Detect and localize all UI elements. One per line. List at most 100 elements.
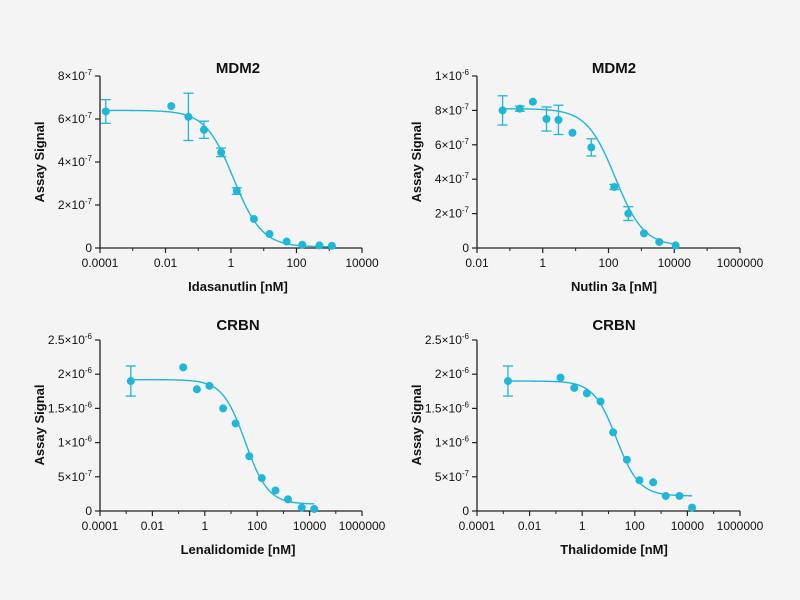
x-axis-label: Idasanutlin [nM]	[188, 279, 288, 294]
x-tick-label: 1	[539, 256, 546, 270]
data-point	[265, 230, 274, 239]
y-axis-label: Assay Signal	[32, 385, 47, 466]
data-point	[200, 125, 209, 134]
data-point	[249, 214, 258, 223]
y-tick-label: 1.5×10-6	[425, 400, 470, 415]
x-axis-label: Thalidomide [nM]	[560, 542, 668, 557]
x-tick-label: 1000000	[717, 519, 764, 533]
data-point	[184, 112, 193, 121]
x-tick-label: 0.01	[465, 256, 489, 270]
data-point	[192, 385, 201, 394]
data-point	[661, 491, 670, 500]
data-point	[284, 495, 293, 504]
x-axis-label: Lenalidomide [nM]	[181, 542, 296, 557]
chart-mdm2-idasanutlin: MDM2 Assay Signal Idasanutlin [nM] 0.000…	[32, 60, 379, 294]
x-tick-label: 10000	[671, 519, 705, 533]
y-tick-label: 2.5×10-6	[48, 332, 93, 347]
data-point	[282, 237, 291, 246]
data-point	[515, 104, 524, 113]
x-tick-label: 0.0001	[82, 256, 119, 270]
data-point	[179, 363, 188, 372]
data-point	[257, 474, 266, 483]
chart-crbn-lenalidomide: CRBN Assay Signal Lenalidomide [nM] 0.00…	[32, 317, 386, 557]
data-point	[231, 419, 240, 428]
y-tick-label: 6×10-7	[58, 111, 93, 126]
y-tick-label: 0	[462, 241, 469, 255]
y-tick-label: 8×10-7	[435, 102, 470, 117]
y-tick-label: 1×10-6	[435, 68, 470, 83]
data-point	[219, 404, 228, 413]
x-axis-label: Nutlin 3a [nM]	[571, 279, 657, 294]
x-tick-label: 0.0001	[82, 519, 119, 533]
data-point	[167, 102, 176, 111]
data-point	[217, 148, 226, 157]
x-tick-label: 1000000	[717, 256, 764, 270]
data-point	[542, 115, 551, 123]
y-tick-label: 8×10-7	[58, 68, 93, 83]
y-tick-label: 2×10-7	[58, 197, 93, 212]
y-tick-label: 5×10-7	[435, 469, 470, 484]
data-point	[582, 389, 591, 398]
y-axis-label: Assay Signal	[32, 122, 47, 203]
y-tick-label: 2×10-6	[435, 366, 470, 381]
y-tick-label: 2×10-6	[58, 366, 93, 381]
x-tick-label: 1	[228, 256, 235, 270]
y-tick-label: 4×10-7	[58, 154, 93, 169]
y-axis-label: Assay Signal	[409, 122, 424, 203]
data-point	[635, 476, 644, 485]
data-point	[271, 486, 280, 495]
y-tick-label: 1×10-6	[435, 435, 470, 450]
y-tick-label: 5×10-7	[58, 469, 93, 484]
x-tick-label: 1	[201, 519, 208, 533]
x-tick-label: 0.01	[154, 256, 178, 270]
data-point	[675, 491, 684, 500]
y-axis-label: Assay Signal	[409, 385, 424, 466]
data-point	[556, 373, 565, 382]
x-tick-label: 100	[625, 519, 645, 533]
x-tick-label: 0.01	[141, 519, 165, 533]
x-tick-label: 0.01	[518, 519, 542, 533]
data-point	[310, 504, 319, 513]
y-tick-label: 1.5×10-6	[48, 400, 93, 415]
data-point	[205, 381, 214, 390]
data-point	[570, 383, 579, 392]
y-tick-label: 0	[85, 504, 92, 518]
data-point	[610, 182, 619, 191]
y-tick-label: 2.5×10-6	[425, 332, 470, 347]
x-tick-label: 1	[579, 519, 586, 533]
x-tick-label: 100	[598, 256, 618, 270]
chart-title: CRBN	[592, 317, 635, 334]
data-point	[126, 377, 135, 386]
data-point	[624, 209, 633, 218]
x-tick-label: 100	[247, 519, 267, 533]
chart-crbn-thalidomide: CRBN Assay Signal Thalidomide [nM] 0.000…	[409, 317, 764, 557]
x-tick-label: 10000	[293, 519, 327, 533]
data-point	[245, 452, 254, 461]
y-tick-label: 0	[85, 241, 92, 255]
y-tick-label: 1×10-6	[58, 435, 93, 450]
data-point	[101, 107, 110, 116]
data-point	[315, 241, 324, 250]
data-point	[297, 503, 306, 512]
x-tick-label: 100	[286, 256, 306, 270]
fit-curve	[105, 109, 332, 248]
data-point	[671, 241, 680, 250]
data-point	[232, 187, 241, 196]
data-point	[688, 503, 697, 512]
data-point	[639, 229, 648, 238]
data-point	[298, 240, 307, 249]
chart-title: CRBN	[216, 317, 259, 334]
data-point	[503, 377, 512, 386]
data-point	[528, 97, 537, 106]
data-point	[498, 106, 507, 115]
chart-mdm2-nutlin3a: MDM2 Assay Signal Nutlin 3a [nM] 0.01 1 10…	[409, 60, 764, 294]
data-point	[327, 241, 336, 250]
y-tick-label: 0	[462, 504, 469, 518]
data-point	[596, 397, 605, 406]
data-point	[655, 237, 664, 246]
data-point	[568, 128, 577, 137]
x-tick-label: 10000	[658, 256, 692, 270]
chart-title: MDM2	[216, 60, 260, 77]
y-tick-label: 2×10-7	[435, 206, 470, 221]
